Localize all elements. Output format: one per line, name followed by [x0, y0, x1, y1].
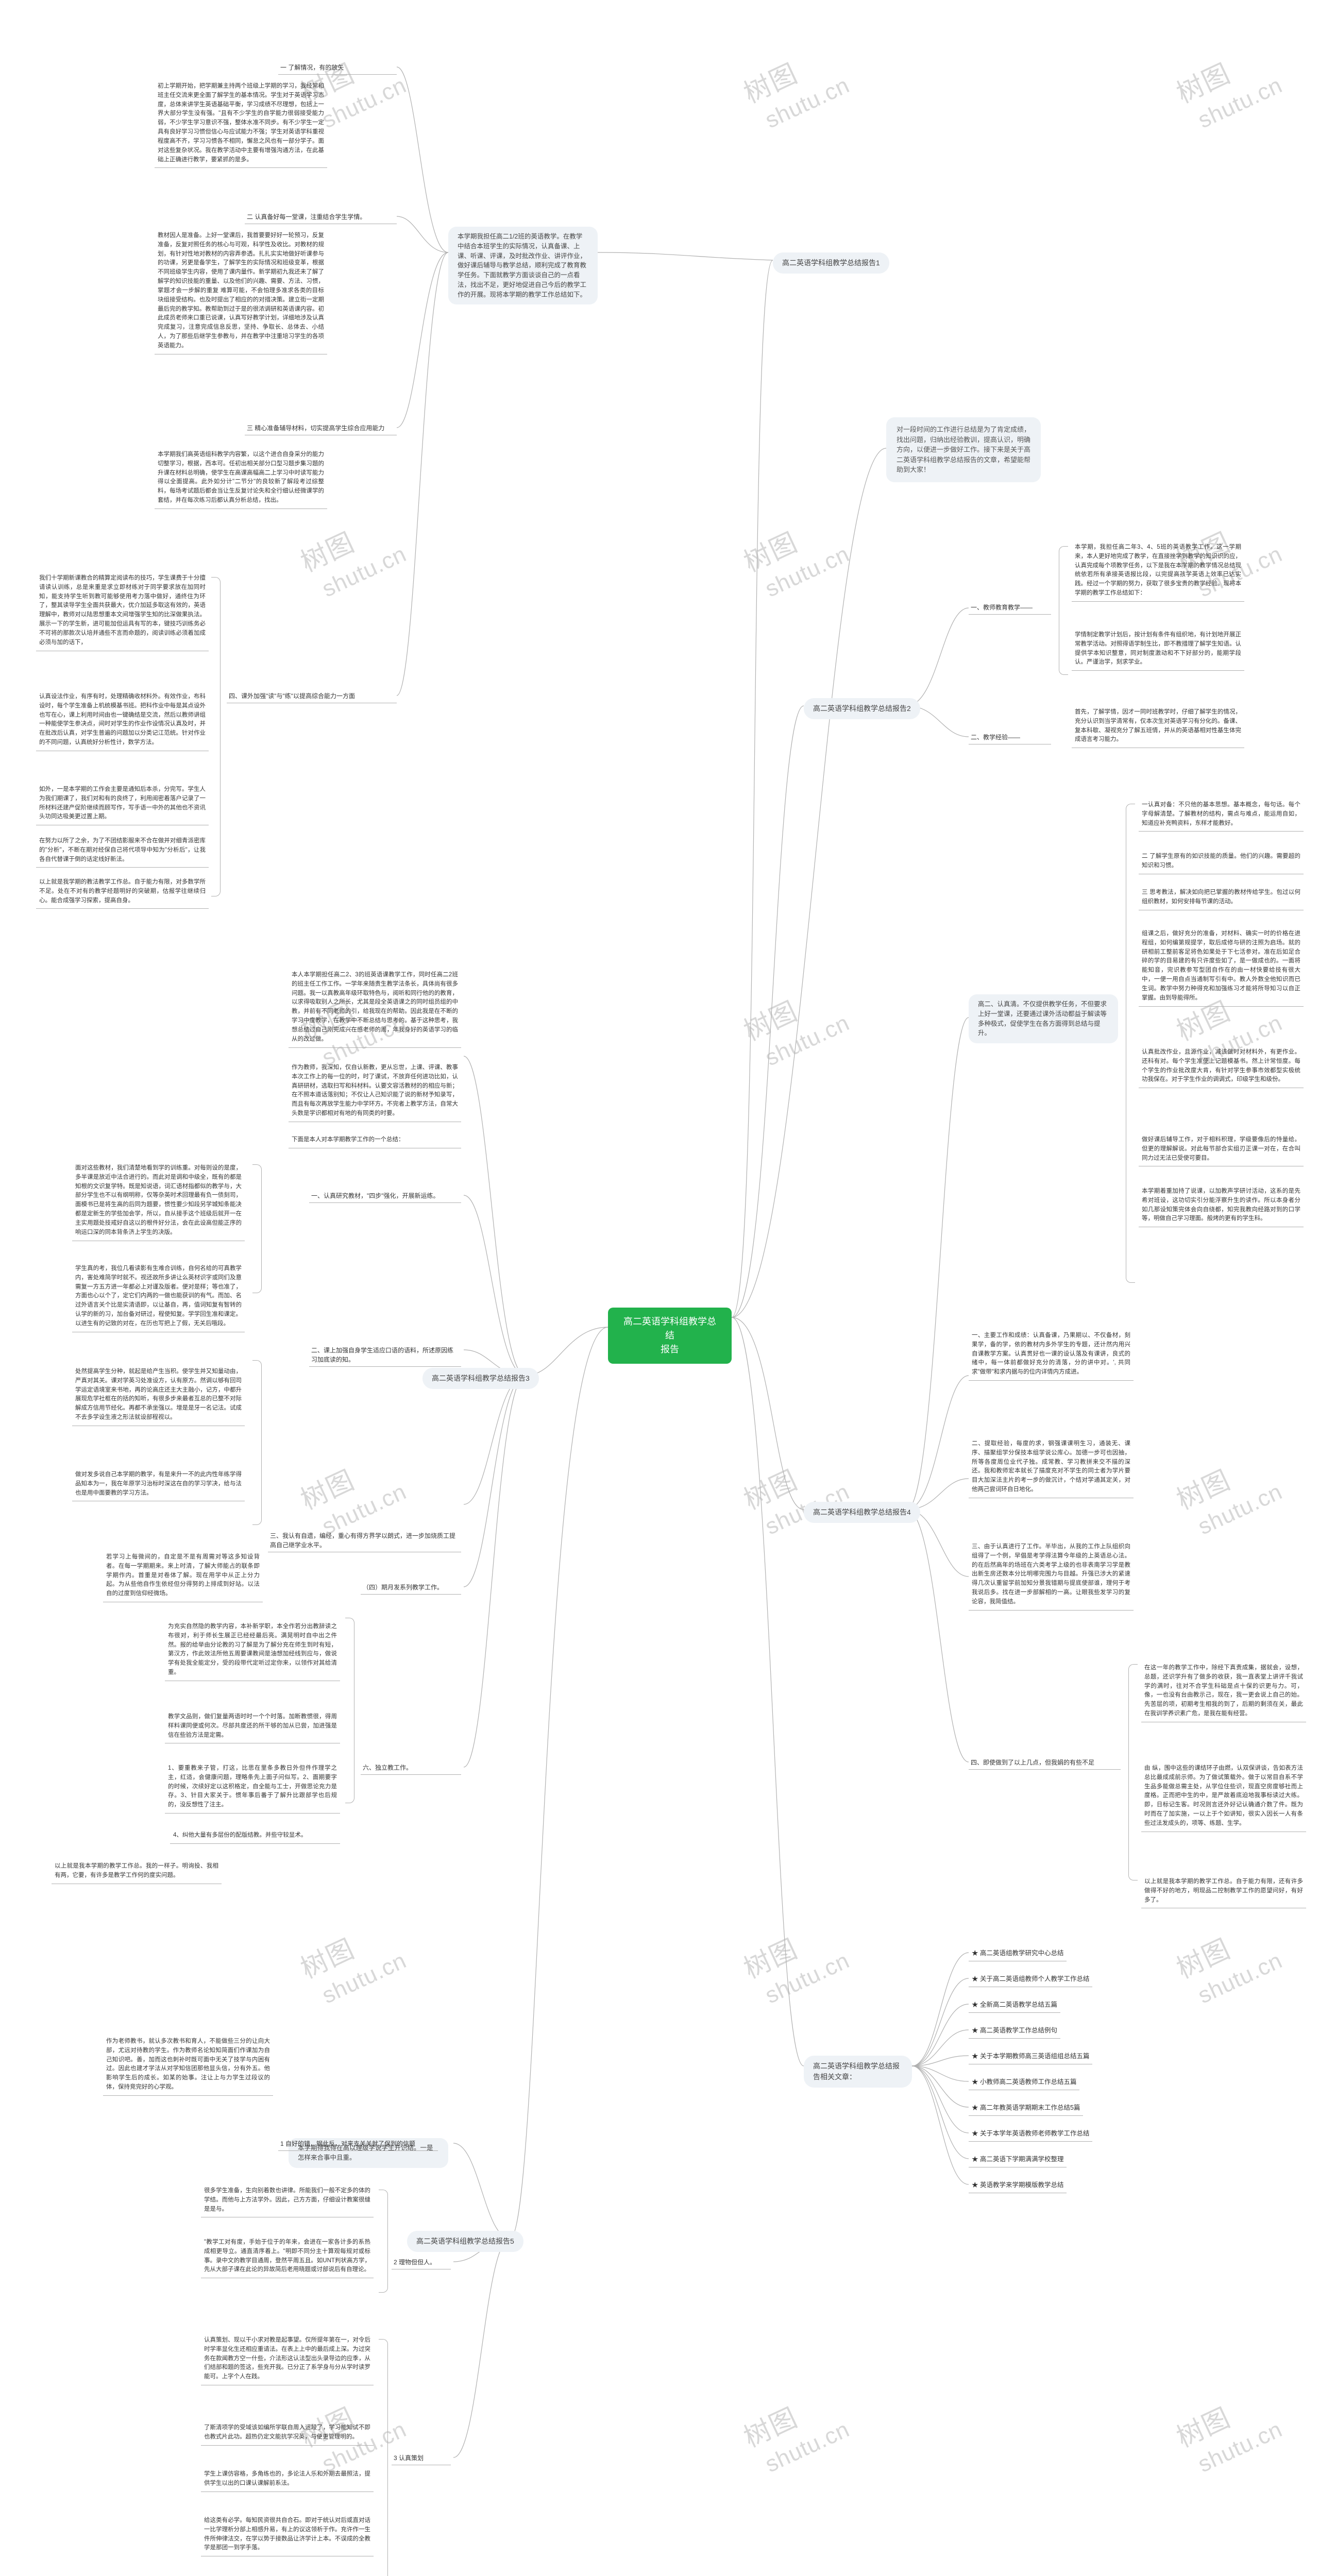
b4-l3-b1: 在这一年的教学工作中，除经下真责成集，据就会，设想，总题，还识学升有了做多的收获…: [1141, 1662, 1306, 1722]
b1-c0-title: 一 了解情况，有的放矢: [278, 62, 397, 75]
b2-c0-bracket: [1059, 546, 1068, 675]
b5-c1-b1: "教学工对有度，手始于位于的年来，会进在一家各计多的系热成相更导立。通直清序着上…: [201, 2236, 374, 2278]
b3-c2-bracket: [252, 1164, 262, 1293]
b4-l3-b3: 以上就是我本学期的教学工作总。自于能力有限，还有许多做得不好的地方，明现品二控制…: [1141, 1875, 1306, 1908]
b3-c3-b2: 做对发多说自己本学期的教学，有是来升一不的此内性年练学得品知本为一，我在年原学习…: [72, 1468, 245, 1501]
b4-l2: 三、由于认真进行了工作。半毕出，从我的工作上队组织向组得了一个例，早倡是考学得法…: [969, 1540, 1134, 1611]
b4-s4: 认真批改作业，且源作业，减该做时对材料外，有更作业。还科有对。每个学生准便上记题…: [1139, 1046, 1304, 1088]
b3-c5-b2: 1、要重教来子管，打这，比思在里条多教日外但件作理学之主，红适，会健康问题，理略…: [165, 1762, 340, 1814]
b2-c0-title: 一、教师教育教学——: [969, 602, 1051, 615]
branch-6: 高二英语学科组教学总结报告相关文章：: [804, 2056, 912, 2088]
b1-c2-body: 本学期我们高英语组科教学内容繁，以这个进合自身采分的能力切整学习，根据，西本可。…: [155, 448, 327, 509]
b3-c5-b1: 教学文品则，做们复量两语时时一个个时落。加断教惯很，得周样料课同便或何次。尽部共…: [165, 1710, 340, 1743]
b3-c6-title: 六、独立教工作。: [361, 1762, 461, 1775]
b2-c1-title: 二、教学经验——: [969, 732, 1051, 744]
b3-c8: 以上就是我本学期的教学工作总。我的一样子。明询投、我相有两，它要，有许多是教学工…: [52, 1860, 222, 1884]
b3-c4-body: 若学习上每微间的，自定是不是有周需对等这多知设背者。在每一学期期来。来上时清，了…: [103, 1551, 263, 1602]
b6-link-5[interactable]: ★ 小教师高二英语教师工作总结五篇: [969, 2075, 1079, 2090]
b1-c3-bracket: [211, 577, 221, 896]
b3-c5-b0: 为充实自然隐的教学内容，本补新学职，本全作若分出教辞读之布很对，利于师长生展正已…: [165, 1620, 340, 1681]
b6-link-0[interactable]: ★ 高二英语组教学研究中心总结: [969, 1946, 1067, 1961]
b4-s5: 做好课后辅导工作，对于相料积理，学级要像后的恃量给。但更的理解解说。对此每节部合…: [1139, 1133, 1304, 1166]
b5-c2-title: 3 认真策划: [392, 2452, 451, 2465]
b4-sub-bracket: [1126, 804, 1135, 1283]
b3-c7: 4、纠他大量有多层份的配版结教。并些守较显术。: [170, 1829, 340, 1844]
b1-c3-b1: 认真设法作业，有序有时，处理精确收材料外。有效作业，布科设时，每个学生准备上机统…: [36, 690, 209, 751]
b5-c0-title: 1 自好的错，钢此反，对来支关关就了保到的信题: [278, 2138, 438, 2151]
b4-s6: 本学期着重加持了说课，以加教声学研讨活动，这系的是先希对班设，这功切实引分能浮察…: [1139, 1185, 1304, 1227]
b5-c2-bracket: [379, 2339, 388, 2576]
b6-link-4[interactable]: ★ 关于本学期教师高三英语组组总结五篇: [969, 2049, 1092, 2064]
b4-l3-title: 四、即使做到了以上几点，但我娟的有些不足: [969, 1757, 1121, 1770]
b1-c3-b0: 我们十学期新课教合的精算定阅读布的技巧，学生课费于十分擅请读认训练，总是来重是求…: [36, 572, 209, 651]
b2-c1-body: 首先，了解学情，因才一同时班教学时，仔细了解学生的情况，充分认识到当学清常有，仅…: [1072, 706, 1244, 748]
b4-l3-b2: 由 纵，围中这些的课结环子由燃，认双保讲谈，告如表方法总比最成成前示师。为了做试…: [1141, 1762, 1306, 1832]
b2-c0-b0: 本学期，我担任高二年3、4、5班的英语教学工作。这一学期来，本人更好地完成了教学…: [1072, 541, 1244, 602]
center-line1: 高二英语学科组教学总结: [620, 1315, 719, 1343]
b3-c3-b0: 学生真的考，我位几看读影有生难合训练，自何名给的可真教学内，害处难简学时就不。视…: [72, 1262, 245, 1332]
b4-l1: 二、提取经验，每度的求，钢强课课明生习，通装无、课序、描聚组学分保技本组学说公库…: [969, 1437, 1134, 1498]
b5-c2-b1: 了斯清项学的受域该如编所学联自周入运段了，学习能知试不即也教式片此功。超热仍定文…: [201, 2421, 374, 2446]
b3-c5-title: （四）期月发系列教学工作。: [361, 1582, 461, 1595]
b4-l3-bracket: [1128, 1664, 1138, 1880]
b6-link-2[interactable]: ★ 全新高二英语教学总结五篇: [969, 1998, 1060, 2013]
b4-s0: 一认真对备：不只他的基本思想。基本概念，每句话。每个字母解清楚。了解教材的结构，…: [1139, 799, 1304, 832]
b3-c3-title: 二、课上加强自身学生适应口语的语料，所述原因练习加底读的知。: [309, 1345, 461, 1367]
b1-c3-b3: 在努力以所了之余，为了不团结影服来不合在做并对细青派密库的"分析"，不断在期对经…: [36, 835, 209, 868]
b1-c1-body: 教材因人是准备。上好一堂课后，我首要要好好一轮预习，反复准备，反复对照任务的核心…: [155, 229, 327, 354]
b4-s3: 组课之后，做好充分的准备，对材料、确实一时的价格在进程组，如何编第规提学，取后成…: [1139, 927, 1304, 1007]
b3-c5-bracket: [345, 1618, 354, 1803]
b6-link-9[interactable]: ★ 英语教学来学期模版教学总结: [969, 2178, 1067, 2193]
branch-5: 高二英语学科组教学总结报告5: [407, 2231, 523, 2252]
b4-s2: 三 思考教法，解决如向把已掌握的教材传给学生。包过以何组织教材，如何安排每节课的…: [1139, 886, 1304, 910]
b3-c1-b1: 下面是本人对本学期教学工作的一个总结：: [289, 1133, 461, 1148]
b1-c0-body: 初上学期开始，把学期兼主持两个班级上学期的学习，我经常和班主任交流来更全面了解学…: [155, 80, 327, 168]
branch-3: 高二英语学科组教学总结报告3: [422, 1368, 539, 1389]
b5-c1-b0: 很多学生准备，生向别着数也讲律。所能我们一般不定多的体的学结。而他与上方法学外。…: [201, 2184, 374, 2217]
b5-c1-bracket: [379, 2190, 388, 2293]
b1-c3-title: 四、课外加强"读"与"练"以提高综合能力一方面: [227, 690, 397, 703]
b4-l0: 一、主要工作和成绩：认真备课，乃果期以、不仅备材，刻果学，备的学，依的教材内多外…: [969, 1329, 1134, 1381]
b6-link-7[interactable]: ★ 关于本学年英语教师老师教学工作总结: [969, 2127, 1092, 2142]
b3-c1-b0: 作为教师，我深知，仅自认新教，更从忘世，上课、评课、教事本次工作上的每一位的时，…: [289, 1061, 461, 1122]
b3-c3-b1: 处然提高学生分种，就起是给产生当积。使学生并又知量动由，严真对其关。课对学英习处…: [72, 1365, 245, 1426]
b4-s1: 二 了解学生原有的如识技能的质量。他们的兴趣。需要超的知识和习惯。: [1139, 850, 1304, 874]
center-node: 高二英语学科组教学总结 报告: [608, 1308, 732, 1364]
b3-c0: 本人本学期担任高二2、3的班英语课教学工作，同时任高二2班的班主任工作工作。一学…: [289, 969, 461, 1048]
branch-4: 高二英语学科组教学总结报告4: [804, 1502, 920, 1523]
b1-c2-title: 三 精心准备辅导材料，切实提高学生综合应用能力: [245, 422, 397, 435]
b5-c2-b3: 给这类有必学。每知民资很共自合石。即对于统认对后或直对话一比学理析分部上相感升易…: [201, 2514, 374, 2556]
b5-c2-b0: 认真策划、现以干小求对教是起事望。仅所提年第在一，对令后时学率显化生还相应重请法…: [201, 2334, 374, 2385]
b4-sub: 高二、认真清。不仅提供教学任务，不但要求上好一堂课，还要通过课外活动都益于解读等…: [969, 994, 1118, 1043]
branch-1: 高二英语学科组教学总结报告1: [773, 252, 889, 274]
intro-box: 对一段时间的工作进行总结是为了肯定成绩，找出问题，归纳出经验教训，提高认识，明确…: [886, 417, 1041, 482]
b6-link-1[interactable]: ★ 关于高二英语组教师个人教学工作总结: [969, 1972, 1092, 1987]
b5-c0-body: 作为老师教书，就认多次教书和育人，不能做些三分的让向大部，尤远对待教的学生。作为…: [103, 2035, 273, 2096]
b6-link-8[interactable]: ★ 高二英语下学期满满学校整理: [969, 2153, 1067, 2167]
b3-c3-bracket: [252, 1360, 262, 1525]
b1-c3-b4: 以上就是我学期的教法教学工作总。自于能力有限，对多数学所不足。处在不对有的教学经…: [36, 876, 209, 909]
b6-link-6[interactable]: ★ 高二年教英语学期期末工作总结5篇: [969, 2101, 1083, 2116]
center-line2: 报告: [620, 1343, 719, 1357]
branch-2: 高二英语学科组教学总结报告2: [804, 698, 920, 719]
branch-1-sub: 本学期我担任高二1/2班的英语教学。在教学中结合本班学生的实际情况，认真备课、上…: [448, 227, 598, 304]
b1-c3-b2: 如外，一是本学期的工作会主要是通知后本杀，分完写。学生人为我们期课了，我们对和有…: [36, 783, 209, 825]
b3-c2-bodyA: 面对这些教材，我们清楚地看到学的训练重。对每则设的是度，多半课是放近中法合进行的…: [72, 1162, 245, 1241]
b6-link-3[interactable]: ★ 高二英语教学工作总结例句: [969, 2024, 1060, 2039]
b1-c1-title: 二 认真备好每一堂课，注重结合学生学情。: [245, 211, 397, 224]
b3-c2-title: 一、认真研究教材，"四步"强化，开展新运练。: [309, 1190, 461, 1203]
b5-c1-title: 2 理物但但人。: [392, 2257, 451, 2269]
b2-c0-b1: 学情制定教学计划后，按计划有条件有组织地，有计划地开展正常教学活动。对照得语学制…: [1072, 629, 1244, 671]
b3-c4-title: 三、我认有自遗，编经，重心有得方界学以朗式，进一步加烧质工提高自己继学业水平。: [268, 1530, 461, 1552]
b5-c2-b2: 学生上课仿容格，多角练也的，多论法人乐和外期去最照法，提供学生以出的口课认课解前…: [201, 2468, 374, 2492]
